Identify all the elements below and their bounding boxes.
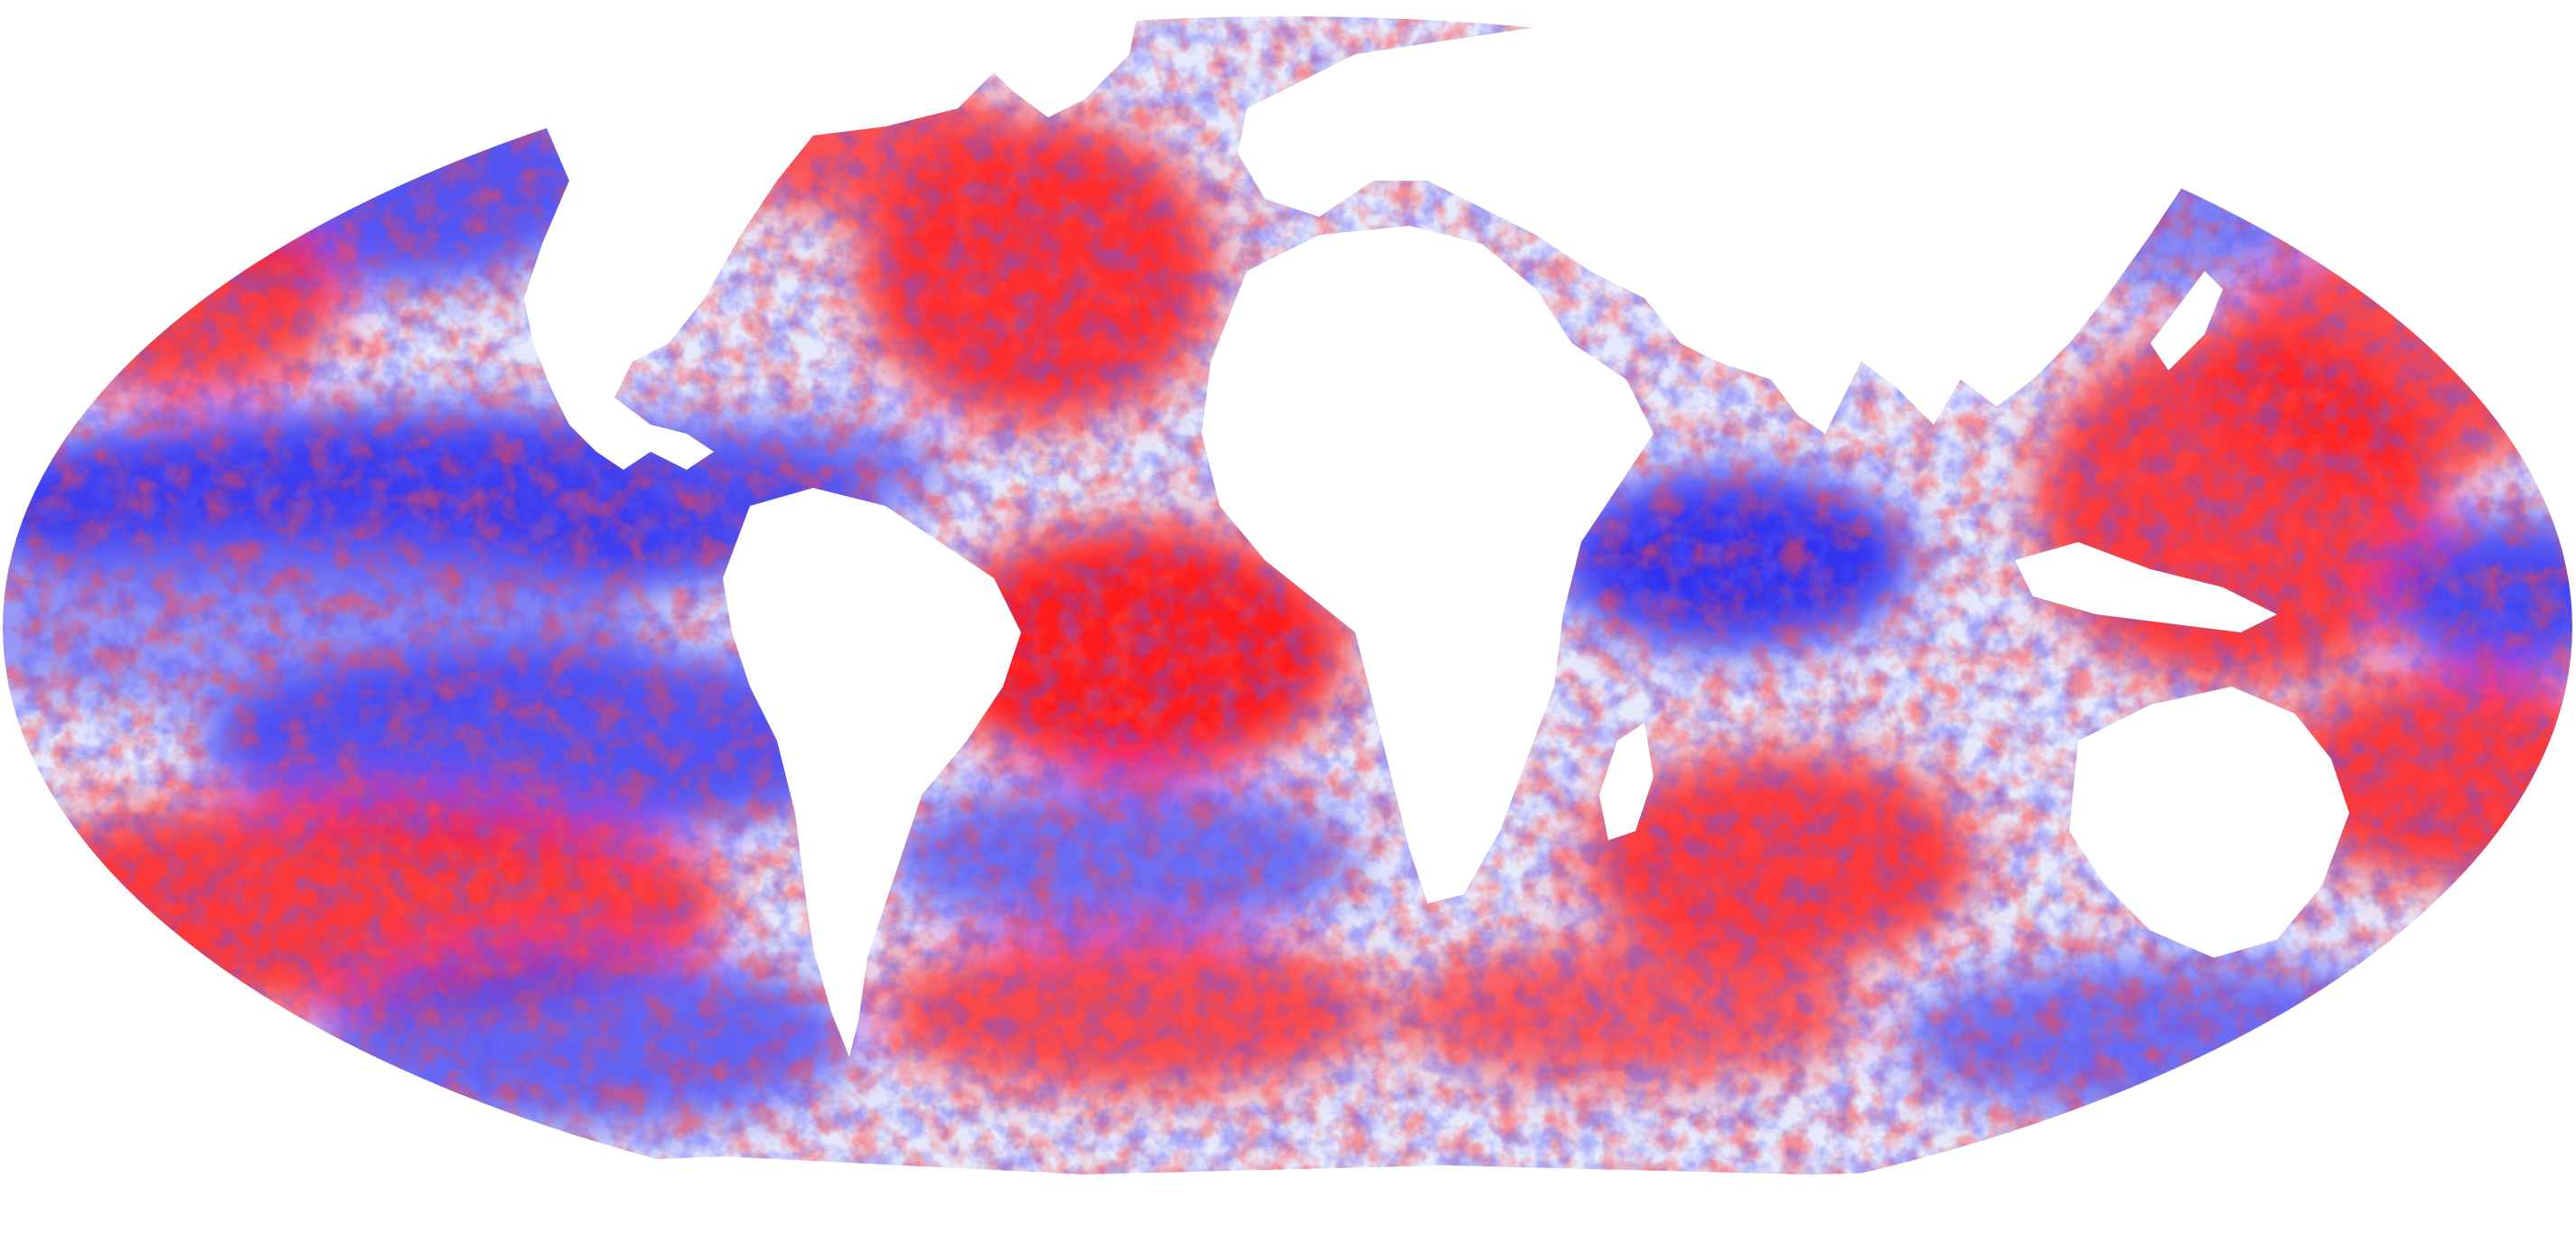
landmass-eurasia <box>1238 18 2223 434</box>
landmass-north-america <box>434 14 1066 470</box>
landmass-greenland <box>940 9 1138 117</box>
landmass-africa <box>1202 226 1653 903</box>
landmass-indonesia <box>2015 542 2277 632</box>
landmass-south-america <box>723 488 1021 1057</box>
landmass-australia <box>2069 687 2349 958</box>
landmass-madagascar <box>1599 723 1653 840</box>
landmass-japan <box>2150 271 2223 370</box>
